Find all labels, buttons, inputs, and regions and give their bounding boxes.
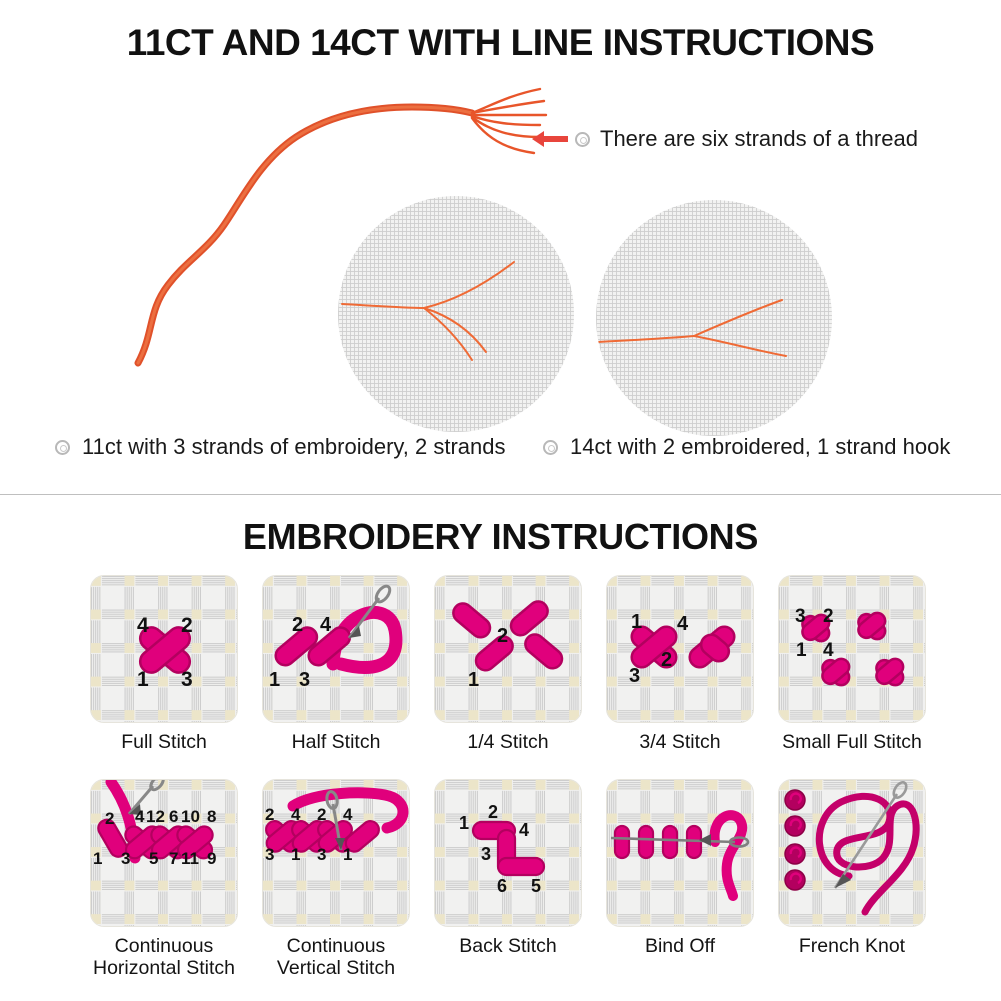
section-title-embroidery: EMBROIDERY INSTRUCTIONS — [242, 516, 759, 557]
stitch-diagram-full-stitch: 4 2 1 3 — [90, 575, 238, 723]
caption-11ct-label: 11ct with 3 strands of embroidery, 2 str… — [82, 434, 506, 459]
stitch-label-quarter-stitch: 1/4 Stitch — [467, 731, 549, 753]
svg-text:2: 2 — [317, 805, 326, 824]
ring-bullet-icon — [575, 131, 590, 147]
stitch-label-french-knot: French Knot — [798, 934, 906, 957]
svg-text:1: 1 — [468, 669, 479, 691]
section-divider — [0, 494, 1001, 495]
ring-bullet-icon — [543, 439, 558, 455]
thread-photo — [120, 85, 550, 375]
num: 4 — [137, 614, 149, 637]
stitch-diagram-half-stitch: 2 4 1 3 — [262, 575, 410, 723]
svg-text:2: 2 — [823, 606, 834, 627]
svg-text:4: 4 — [343, 805, 353, 824]
stitch-label-full-stitch: Full Stitch — [121, 731, 207, 753]
stitch-diagram-quarter-stitch: 2 1 — [434, 575, 582, 723]
stitch-cell-french-knot: French Knot — [766, 778, 938, 980]
ring-bullet-icon — [55, 439, 70, 455]
stitch-cell-small-full-stitch: 3 2 1 4 Small Full Stitch — [766, 575, 938, 754]
num: 2 — [181, 614, 193, 637]
svg-text:10: 10 — [181, 807, 200, 826]
svg-text:2: 2 — [265, 805, 274, 824]
stitch-label-small-full-stitch: Small Full Stitch — [782, 731, 922, 753]
svg-text:6: 6 — [169, 807, 178, 826]
svg-text:2: 2 — [488, 802, 498, 822]
svg-text:3: 3 — [317, 845, 326, 864]
svg-text:3: 3 — [795, 606, 806, 627]
stitch-cell-continuous-vertical-stitch: 2 4 2 4 3 1 3 1 Continuous Vertical Stit — [250, 778, 422, 980]
stitch-cell-bind-off: Bind Off — [594, 778, 766, 980]
svg-text:1: 1 — [459, 813, 469, 833]
section-title-threads: 11CT AND 14CT WITH LINE INSTRUCTIONS — [126, 22, 875, 63]
embroidery-section: EMBROIDERY INSTRUCTIONS 4 — [0, 495, 1001, 1001]
svg-text:4: 4 — [320, 614, 332, 636]
stitch-cell-three-quarter-stitch: 1 4 2 3 3/4 Stitch — [594, 575, 766, 754]
svg-text:3: 3 — [265, 845, 274, 864]
stitch-cell-half-stitch: 2 4 1 3 Half Stitch — [250, 575, 422, 754]
svg-text:2: 2 — [292, 614, 303, 636]
caption-11ct: 11ct with 3 strands of embroidery, 2 str… — [55, 434, 506, 460]
caption-14ct: 14ct with 2 embroidered, 1 strand hook — [543, 434, 950, 460]
svg-text:1: 1 — [93, 849, 102, 868]
svg-text:9: 9 — [207, 849, 216, 868]
stitch-label-continuous-vertical-stitch: Continuous Vertical Stitch — [276, 934, 396, 980]
thread-note-label: There are six strands of a thread — [600, 126, 918, 151]
svg-text:4: 4 — [823, 640, 834, 661]
svg-text:1: 1 — [343, 845, 352, 864]
svg-text:7: 7 — [169, 849, 178, 868]
svg-text:1: 1 — [631, 611, 642, 633]
stitch-label-half-stitch: Half Stitch — [291, 731, 381, 753]
stitch-diagram-small-full-stitch: 3 2 1 4 — [778, 575, 926, 723]
stitch-diagram-continuous-vertical-stitch: 2 4 2 4 3 1 3 1 — [262, 778, 410, 927]
svg-text:3: 3 — [629, 665, 640, 687]
stitch-diagram-french-knot — [778, 778, 926, 927]
caption-14ct-label: 14ct with 2 embroidered, 1 strand hook — [570, 434, 951, 459]
arrow-left-icon — [530, 128, 570, 150]
svg-text:2: 2 — [105, 809, 114, 828]
stitch-label-continuous-horizontal-stitch: Continuous Horizontal Stitch — [93, 934, 235, 980]
stitch-diagram-continuous-horizontal-stitch: 2 4 12 6 10 8 1 3 5 7 11 — [90, 778, 238, 927]
svg-text:5: 5 — [149, 849, 158, 868]
stitch-diagram-back-stitch: 1 2 4 3 6 5 — [434, 778, 582, 927]
stitch-label-back-stitch: Back Stitch — [459, 934, 557, 957]
svg-text:4: 4 — [135, 807, 145, 826]
stitch-diagram-bind-off — [606, 778, 754, 927]
stitch-cell-full-stitch: 4 2 1 3 Full Stitch — [78, 575, 250, 754]
fabric-sample-11ct — [338, 196, 574, 432]
svg-text:6: 6 — [497, 876, 507, 896]
svg-text:3: 3 — [481, 844, 491, 864]
svg-text:4: 4 — [677, 613, 689, 635]
svg-text:11: 11 — [181, 849, 199, 868]
svg-text:3: 3 — [121, 849, 130, 868]
svg-text:1: 1 — [269, 669, 280, 691]
stitch-grid: 4 2 1 3 Full Stitch — [78, 575, 938, 980]
svg-text:2: 2 — [661, 649, 672, 671]
stitch-cell-back-stitch: 1 2 4 3 6 5 Back Stitch — [422, 778, 594, 980]
thread-note: There are six strands of a thread — [575, 126, 918, 152]
stitch-label-three-quarter-stitch: 3/4 Stitch — [639, 731, 721, 753]
stitch-label-bind-off: Bind Off — [644, 934, 716, 957]
svg-text:2: 2 — [497, 625, 508, 647]
svg-text:5: 5 — [531, 876, 541, 896]
svg-text:1: 1 — [796, 640, 807, 661]
num: 1 — [137, 668, 149, 691]
thread-section: 11CT AND 14CT WITH LINE INSTRUCTIONS — [0, 0, 1001, 495]
stitch-cell-quarter-stitch: 2 1 1/4 Stitch — [422, 575, 594, 754]
svg-text:8: 8 — [207, 807, 216, 826]
svg-text:12: 12 — [146, 807, 165, 826]
svg-text:4: 4 — [291, 805, 301, 824]
stitch-cell-continuous-horizontal-stitch: 2 4 12 6 10 8 1 3 5 7 11 — [78, 778, 250, 980]
svg-text:4: 4 — [519, 820, 529, 840]
svg-text:1: 1 — [291, 845, 300, 864]
num: 3 — [181, 668, 193, 691]
svg-text:3: 3 — [299, 669, 310, 691]
stitch-diagram-three-quarter-stitch: 1 4 2 3 — [606, 575, 754, 723]
fabric-sample-14ct — [596, 200, 832, 436]
